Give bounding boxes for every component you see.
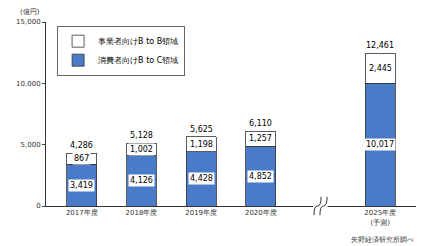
svg-text:867: 867: [74, 154, 89, 163]
svg-text:2018年度: 2018年度: [126, 209, 158, 217]
svg-text:事業者向けB to B領域: 事業者向けB to B領域: [98, 37, 178, 46]
svg-text:10,017: 10,017: [366, 140, 394, 149]
svg-text:消費者向けB to C領域: 消費者向けB to C領域: [98, 56, 178, 65]
svg-text:3,419: 3,419: [70, 181, 93, 190]
svg-text:10,000: 10,000: [16, 80, 41, 88]
svg-text:2,445: 2,445: [369, 64, 392, 73]
svg-text:2019年度: 2019年度: [185, 209, 217, 217]
svg-text:1,198: 1,198: [190, 140, 213, 149]
svg-text:矢野経済研究所調べ: 矢野経済研究所調べ: [351, 236, 414, 244]
svg-text:4,852: 4,852: [249, 172, 272, 181]
svg-text:5,000: 5,000: [21, 141, 41, 149]
svg-text:6,110: 6,110: [249, 119, 272, 128]
svg-text:2020年度: 2020年度: [245, 209, 277, 217]
svg-text:12,461: 12,461: [366, 41, 394, 50]
svg-text:15,000: 15,000: [16, 18, 41, 26]
svg-text:(億円): (億円): [20, 8, 40, 16]
svg-text:5,625: 5,625: [190, 125, 213, 134]
svg-text:4,428: 4,428: [190, 174, 213, 183]
svg-text:4,286: 4,286: [70, 141, 93, 150]
svg-text:1,002: 1,002: [130, 145, 153, 154]
svg-text:2017年度: 2017年度: [66, 209, 98, 217]
svg-text:5,128: 5,128: [130, 131, 153, 140]
svg-text:4,126: 4,126: [130, 176, 153, 185]
svg-text:0: 0: [36, 202, 40, 210]
svg-text:1,257: 1,257: [249, 134, 272, 143]
svg-text:2025年度(予測): 2025年度(予測): [364, 209, 396, 226]
